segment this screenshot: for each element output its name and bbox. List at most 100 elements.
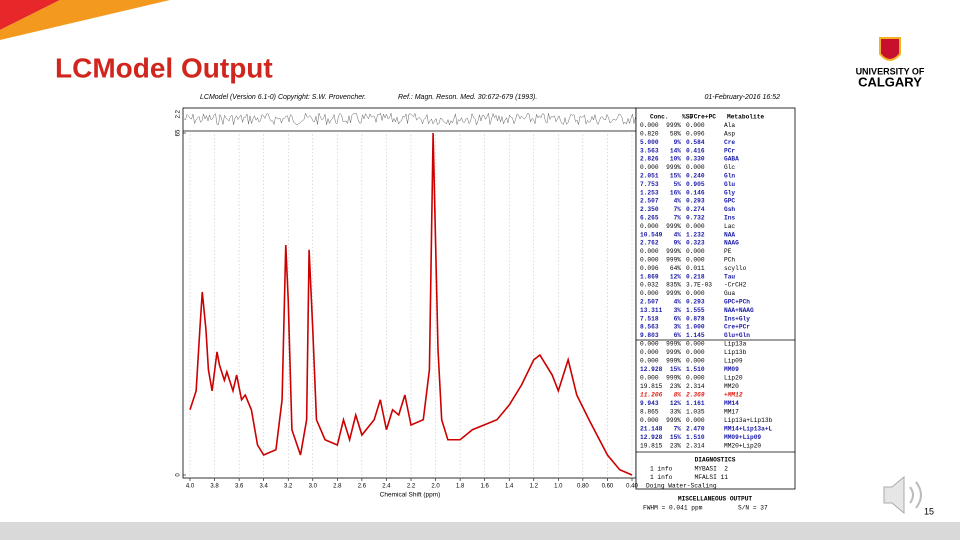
table-cell: 2.762 xyxy=(640,240,659,247)
page-number: 15 xyxy=(924,506,934,516)
table-cell: 58% xyxy=(670,131,681,138)
table-cell: 0.096 xyxy=(686,131,705,138)
table-cell: 1.145 xyxy=(686,332,705,339)
table-header: Metabolite xyxy=(727,114,764,121)
x-tick-label: 2.8 xyxy=(333,484,342,490)
table-cell: 0.240 xyxy=(686,173,705,180)
corner-decoration xyxy=(0,0,170,40)
table-cell: MM09 xyxy=(724,366,739,373)
table-cell: Lac xyxy=(724,223,735,230)
table-cell: 0.000 xyxy=(686,223,705,230)
table-cell: NAA xyxy=(724,231,735,238)
table-header: %SD xyxy=(682,114,693,121)
table-header: /Cre+PC xyxy=(690,114,716,121)
table-cell: 0.878 xyxy=(686,315,705,322)
y-tick-label: 65 xyxy=(176,129,182,136)
x-tick-label: 3.2 xyxy=(284,484,293,490)
table-cell: MM17 xyxy=(724,409,739,416)
table-cell: Ins+Gly xyxy=(724,315,750,322)
logo-crest xyxy=(879,37,901,61)
table-cell: GPC xyxy=(724,198,735,205)
table-cell: MM14 xyxy=(724,400,739,407)
x-tick-label: 3.4 xyxy=(259,484,268,490)
table-cell: 0.000 xyxy=(686,290,705,297)
x-tick-label: 0.60 xyxy=(602,484,614,490)
logo-text: UNIVERSITY OF xyxy=(856,66,925,76)
x-tick-label: 0.80 xyxy=(577,484,589,490)
table-cell: 9.943 xyxy=(640,400,659,407)
table-cell: 0.096 xyxy=(640,265,659,272)
table-cell: Glc xyxy=(724,164,735,171)
table-cell: 999% xyxy=(666,358,681,365)
table-cell: 0.000 xyxy=(640,122,659,129)
table-cell: 7.518 xyxy=(640,315,659,322)
misc-line: FWHM = 0.041 ppm xyxy=(643,505,703,512)
diagnostic-line: 1 info MFALSI 11 xyxy=(650,474,728,481)
header-text: 01-February-2016 16:52 xyxy=(705,94,781,101)
residual-trace xyxy=(183,112,636,126)
table-cell: 7% xyxy=(674,206,682,213)
table-cell: 999% xyxy=(666,375,681,382)
fit-line xyxy=(189,132,633,476)
table-cell: 0.000 xyxy=(640,223,659,230)
table-cell: 8.865 xyxy=(640,409,659,416)
table-cell: Gua xyxy=(724,290,735,297)
x-tick-label: 3.0 xyxy=(309,484,318,490)
table-cell: 6% xyxy=(674,332,682,339)
x-tick-label: 3.8 xyxy=(210,484,219,490)
table-cell: Ala xyxy=(724,122,735,129)
table-cell: PE xyxy=(724,248,732,255)
x-tick-label: 1.6 xyxy=(480,484,489,490)
table-cell: MM20+Lip20 xyxy=(724,443,761,450)
table-cell: Cre+PCr xyxy=(724,324,750,331)
table-cell: 14% xyxy=(670,147,681,154)
table-cell: 2.051 xyxy=(640,173,659,180)
table-cell: 0.000 xyxy=(686,164,705,171)
table-cell: 0.000 xyxy=(640,341,659,348)
table-cell: 0.000 xyxy=(686,417,705,424)
table-cell: 0.000 xyxy=(686,375,705,382)
table-cell: GPC+PCh xyxy=(724,299,750,306)
section-title: DIAGNOSTICS xyxy=(695,457,736,464)
table-cell: 23% xyxy=(670,443,681,450)
table-cell: 1.510 xyxy=(686,434,705,441)
table-cell: MM14+Lip13a+L xyxy=(724,426,773,433)
table-cell: 0.000 xyxy=(640,375,659,382)
table-cell: 0.905 xyxy=(686,181,705,188)
table-cell: 0.000 xyxy=(640,248,659,255)
table-cell: 7.753 xyxy=(640,181,659,188)
table-cell: NAAG xyxy=(724,240,739,247)
table-cell: Lip13a xyxy=(724,341,747,348)
table-cell: Cre xyxy=(724,139,735,146)
table-cell: 999% xyxy=(666,122,681,129)
plot-frame xyxy=(182,107,637,479)
table-cell: 0.000 xyxy=(640,358,659,365)
table-cell: 2.826 xyxy=(640,156,659,163)
table-cell: 10.549 xyxy=(640,231,663,238)
table-cell: Lip20 xyxy=(724,375,743,382)
table-cell: 0.416 xyxy=(686,147,705,154)
x-tick-label: 2.4 xyxy=(382,484,391,490)
table-cell: 23% xyxy=(670,383,681,390)
table-cell: 9% xyxy=(674,139,682,146)
x-tick-label: 4.0 xyxy=(186,484,195,490)
table-cell: 0.323 xyxy=(686,240,705,247)
x-tick-label: 3.6 xyxy=(235,484,244,490)
table-cell: 12.928 xyxy=(640,434,663,441)
table-cell: 0.274 xyxy=(686,206,705,213)
table-cell: 12% xyxy=(670,273,681,280)
table-cell: 0.000 xyxy=(686,341,705,348)
x-tick-label: 1.0 xyxy=(554,484,563,490)
table-cell: 999% xyxy=(666,349,681,356)
table-cell: 0.011 xyxy=(686,265,705,272)
table-cell: 0.330 xyxy=(686,156,705,163)
x-tick-label: 1.8 xyxy=(456,484,465,490)
table-cell: 5% xyxy=(674,181,682,188)
table-cell: Lip13a+Lip13b xyxy=(724,417,773,424)
table-cell: 4% xyxy=(674,299,682,306)
table-cell: 3.7E-03 xyxy=(686,282,712,289)
table-cell: Asp xyxy=(724,131,735,138)
table-cell: 1.000 xyxy=(686,324,705,331)
table-cell: 11.206 xyxy=(640,392,663,399)
